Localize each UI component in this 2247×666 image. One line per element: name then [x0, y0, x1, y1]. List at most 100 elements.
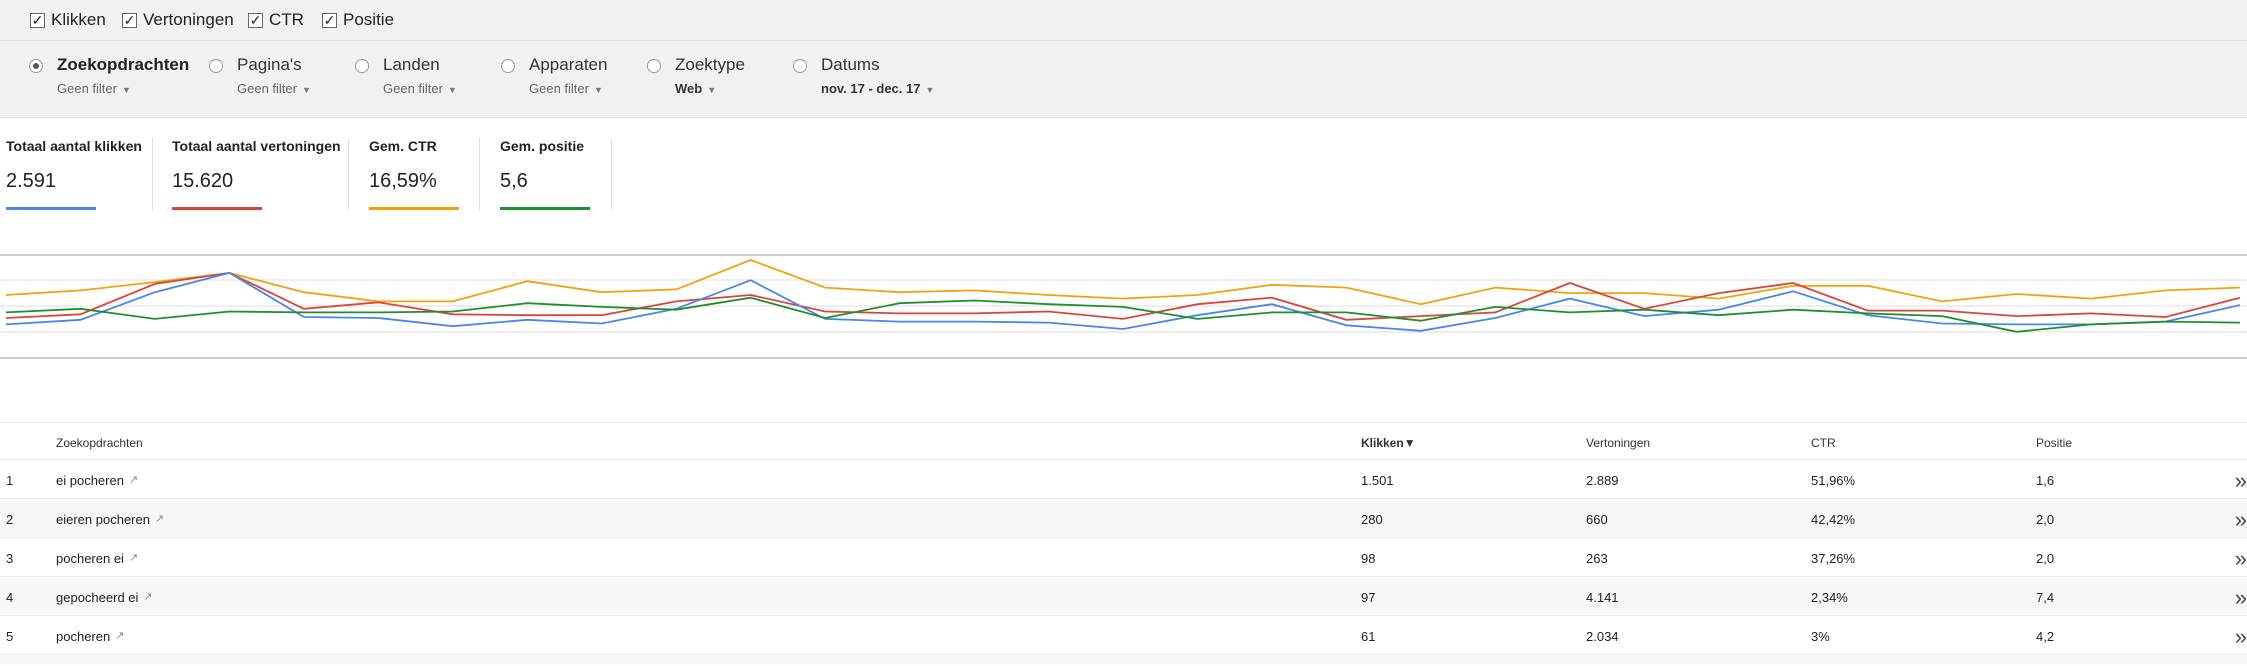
filter-pages-label[interactable]: Pagina's	[237, 55, 302, 74]
ctr-cell: 42,42%	[1811, 512, 1856, 527]
filter-bar: Zoekopdrachten Geen filter ▼ Pagina's Gee…	[0, 40, 2247, 118]
metric-color-bar	[6, 207, 96, 210]
row-expand-icon[interactable]: »	[2234, 507, 2247, 532]
table-row[interactable]: 2 eieren pocheren ↗ 280 660 42,42% 2,0 »	[0, 499, 2247, 538]
metric-label: Gem. positie	[500, 138, 585, 154]
row-number: 5	[6, 629, 14, 644]
toggle-impressions[interactable]: ✓ Vertoningen	[122, 9, 234, 31]
table-row[interactable]: 1 ei pocheren ↗ 1.501 2.889 51,96% 1,6 »	[0, 460, 2247, 499]
filter-value: nov. 17 - dec. 17	[821, 81, 921, 96]
chart-series-line-0	[5, 259, 2241, 306]
metric-label: Totaal aantal klikken	[6, 138, 142, 154]
external-link-icon[interactable]: ↗	[128, 474, 139, 486]
toggle-clicks-label: Klikken	[51, 10, 106, 29]
column-header-ctr[interactable]: CTR	[1811, 436, 1836, 450]
query-cell[interactable]: pocheren ↗	[56, 629, 124, 644]
clicks-cell: 98	[1361, 551, 1376, 566]
caret-down-icon: ▼	[925, 84, 935, 95]
filter-queries-dropdown[interactable]: Geen filter ▼	[57, 81, 131, 96]
filter-dates-dropdown[interactable]: nov. 17 - dec. 17 ▼	[821, 81, 934, 96]
ctr-cell: 2,34%	[1811, 590, 1848, 605]
checkbox-icon[interactable]: ✓	[122, 11, 137, 28]
row-expand-icon[interactable]: »	[2234, 585, 2247, 610]
filter-countries-label[interactable]: Landen	[383, 55, 440, 74]
clicks-cell: 61	[1361, 629, 1376, 644]
row-expand-icon[interactable]: »	[2234, 546, 2247, 571]
position-cell: 4,2	[2036, 629, 2055, 644]
impressions-cell: 263	[1586, 551, 1608, 566]
checkbox-icon[interactable]: ✓	[248, 11, 263, 28]
divider	[479, 138, 480, 210]
ctr-cell: 3%	[1811, 629, 1830, 644]
checkbox-icon[interactable]: ✓	[322, 11, 337, 28]
row-number: 2	[6, 512, 14, 527]
metric-value: 15.620	[172, 170, 234, 192]
radio-icon[interactable]	[209, 59, 223, 73]
filter-queries-label[interactable]: Zoekopdrachten	[57, 55, 190, 74]
query-text: ei pocheren	[56, 473, 124, 488]
row-number: 4	[6, 590, 14, 605]
filter-devices-dropdown[interactable]: Geen filter ▼	[529, 81, 603, 96]
filter-pages-dropdown[interactable]: Geen filter ▼	[237, 81, 311, 96]
table-row[interactable]: 4 gepocheerd ei ↗ 97 4.141 2,34% 7,4 »	[0, 577, 2247, 616]
external-link-icon[interactable]: ↗	[115, 630, 125, 642]
position-cell: 2,0	[2036, 551, 2055, 566]
query-cell[interactable]: eieren pocheren ↗	[56, 512, 164, 527]
metric-color-bar	[369, 207, 459, 210]
caret-down-icon: ▼	[447, 84, 457, 95]
divider	[348, 138, 349, 210]
toggle-ctr[interactable]: ✓ CTR	[248, 9, 304, 31]
radio-icon[interactable]	[793, 59, 807, 73]
query-cell[interactable]: pocheren ei ↗	[56, 551, 138, 566]
caret-down-icon: ▼	[593, 84, 603, 95]
metric-color-bar	[500, 207, 590, 210]
metric-toggle-bar: ✓ Klikken ✓ Vertoningen ✓ CTR ✓ Positie	[0, 0, 2247, 40]
external-link-icon[interactable]: ↗	[143, 591, 153, 603]
query-cell[interactable]: ei pocheren ↗	[56, 473, 138, 488]
chart-series-line-3	[5, 296, 2241, 333]
toggle-ctr-label: CTR	[269, 10, 304, 29]
query-text: pocheren	[56, 629, 111, 644]
impressions-cell: 4.141	[1586, 590, 1619, 605]
filter-devices-label[interactable]: Apparaten	[529, 55, 608, 74]
divider	[152, 138, 153, 210]
caret-down-icon: ▼	[707, 84, 717, 95]
column-header-query[interactable]: Zoekopdrachten	[56, 436, 143, 450]
filter-search-type-label[interactable]: Zoektype	[675, 55, 745, 74]
query-text: pocheren ei	[56, 551, 124, 566]
row-expand-icon[interactable]: »	[2234, 624, 2247, 649]
impressions-cell: 2.034	[1586, 629, 1619, 644]
radio-icon[interactable]	[647, 59, 661, 73]
metric-label: Totaal aantal vertoningen	[172, 138, 341, 154]
column-header-clicks[interactable]: Klikken▼	[1361, 436, 1416, 450]
sort-desc-icon: ▼	[1403, 436, 1416, 450]
metric-label: Gem. CTR	[369, 138, 437, 154]
external-link-icon[interactable]: ↗	[128, 552, 139, 564]
radio-selected-icon[interactable]	[29, 59, 43, 73]
metric-color-bar	[172, 207, 262, 210]
radio-icon[interactable]	[355, 59, 369, 73]
column-header-impressions[interactable]: Vertoningen	[1586, 436, 1651, 450]
table-header: Zoekopdrachten Klikken▼ Vertoningen CTR …	[0, 422, 2247, 460]
toggle-position-label: Positie	[343, 10, 395, 29]
metric-value: 5,6	[500, 170, 528, 192]
table-row[interactable]: 3 pocheren ei ↗ 98 263 37,26% 2,0 »	[0, 538, 2247, 577]
checkbox-icon[interactable]: ✓	[30, 11, 45, 28]
query-cell[interactable]: gepocheerd ei ↗	[56, 590, 153, 605]
clicks-cell: 280	[1361, 512, 1383, 527]
table-row[interactable]: 5 pocheren ↗ 61 2.034 3% 4,2 »	[0, 616, 2247, 655]
filter-countries-dropdown[interactable]: Geen filter ▼	[383, 81, 457, 96]
ctr-cell: 37,26%	[1811, 551, 1856, 566]
external-link-icon[interactable]: ↗	[154, 513, 165, 525]
column-header-position[interactable]: Positie	[2036, 436, 2073, 450]
performance-line-chart[interactable]	[0, 240, 2247, 420]
filter-dates-label[interactable]: Datums	[821, 55, 880, 74]
radio-icon[interactable]	[501, 59, 515, 73]
toggle-clicks[interactable]: ✓ Klikken	[30, 9, 106, 31]
row-number: 1	[6, 473, 14, 488]
filter-search-type-dropdown[interactable]: Web ▼	[675, 81, 716, 96]
query-text: eieren pocheren	[56, 512, 150, 527]
toggle-position[interactable]: ✓ Positie	[322, 9, 394, 31]
filter-value: Web	[675, 81, 703, 96]
row-expand-icon[interactable]: »	[2234, 468, 2247, 493]
